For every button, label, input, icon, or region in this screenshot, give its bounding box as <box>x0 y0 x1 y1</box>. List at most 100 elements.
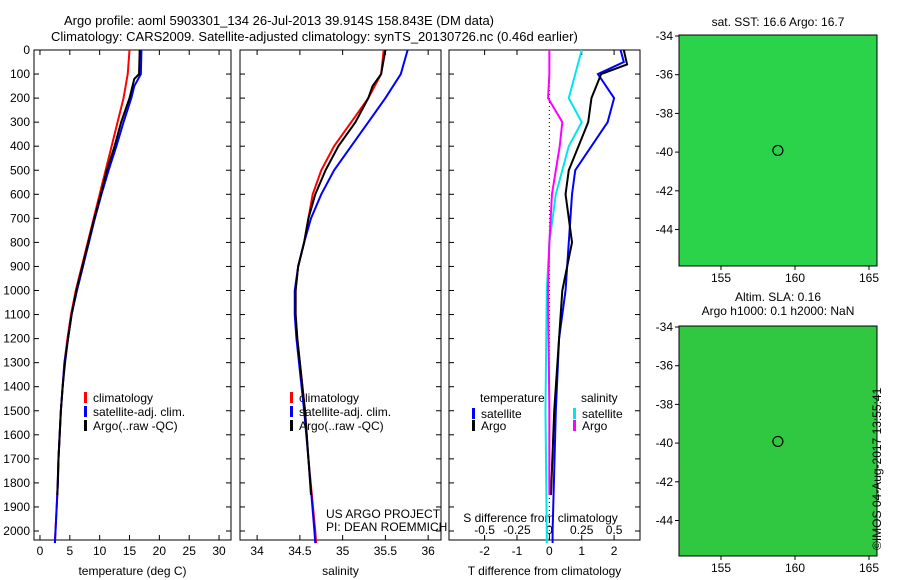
x-tick-label: 1 <box>578 544 585 558</box>
y-tick-label: 1700 <box>3 452 30 466</box>
x-tick-label: 35 <box>336 544 350 558</box>
s-tick-label: 0.5 <box>606 523 623 537</box>
lat-tick-label: -42 <box>656 475 674 489</box>
panel-frame <box>448 49 641 541</box>
legend-label: satellite-adj. clim. <box>299 405 391 419</box>
legend-swatch <box>472 408 475 419</box>
map-image <box>679 35 877 266</box>
y-tick-label: 800 <box>10 235 30 249</box>
lat-tick-label: -44 <box>656 514 674 528</box>
lon-tick-label: 160 <box>785 561 805 575</box>
x-tick-label: 20 <box>153 544 167 558</box>
watermark: ©IMOS 04-Aug-2017 13:55:41 <box>870 387 884 550</box>
y-tick-label: 2000 <box>3 524 30 538</box>
lat-tick-label: -38 <box>656 106 674 120</box>
y-tick-label: 1500 <box>3 404 30 418</box>
s-tick-label: 0.25 <box>570 523 594 537</box>
sla-map-title-1: Altim. SLA: 0.16 <box>735 290 821 304</box>
panel-frame <box>239 49 442 541</box>
lat-tick-label: -36 <box>656 68 674 82</box>
lon-tick-label: 165 <box>859 271 879 285</box>
lat-tick-label: -44 <box>656 223 674 237</box>
x-tick-label: 35.5 <box>374 544 398 558</box>
figure-title-line2: Climatology: CARS2009. Satellite-adjuste… <box>51 29 578 44</box>
series-line-t-argo <box>549 49 629 495</box>
y-tick-label: 1100 <box>4 308 30 322</box>
y-tick-label: 600 <box>10 187 30 201</box>
lat-tick-label: -40 <box>656 145 674 159</box>
series-line-climatology <box>53 49 131 544</box>
figure-title-line1: Argo profile: aoml 5903301_134 26-Jul-20… <box>64 13 495 28</box>
x-tick-label: 2 <box>611 544 618 558</box>
map-4: -34 -36 -38 -40 -42 -44 155 160 165 <box>656 320 880 575</box>
x-axis-label: salinity <box>322 564 359 578</box>
x-tick-label: 0 <box>37 544 44 558</box>
lat-tick-label: -36 <box>656 359 674 373</box>
series-line-satellite-adj-clim- <box>293 49 409 544</box>
map-frame <box>678 325 878 557</box>
x-tick-label: 30 <box>212 544 226 558</box>
lon-tick-label: 165 <box>859 561 879 575</box>
map-bg <box>679 35 877 266</box>
series-line-s-argo <box>547 50 564 495</box>
legend-swatch <box>573 408 576 419</box>
legend-swatch <box>84 406 87 417</box>
map-3: -34 -36 -38 -40 -42 -44 155 160 165 <box>656 29 880 285</box>
x-tick-label: -1 <box>512 544 523 558</box>
y-tick-label: 100 <box>10 67 30 81</box>
y-tick-label: 700 <box>10 211 30 225</box>
legend-label: climatology <box>299 391 359 405</box>
legend-label: Argo(..raw -QC) <box>93 419 178 433</box>
s-tick-label: -0.25 <box>503 523 531 537</box>
legend-label: Argo <box>582 419 608 433</box>
legend-label: Argo <box>481 419 507 433</box>
y-tick-label: 500 <box>10 163 30 177</box>
legend-label: climatology <box>93 391 153 405</box>
argo-position-marker <box>772 144 784 157</box>
lat-tick-label: -42 <box>656 184 674 198</box>
series-line-argo-raw-qc- <box>56 49 141 495</box>
x-tick-label: 10 <box>93 544 107 558</box>
y-tick-label: 1300 <box>3 356 30 370</box>
panel-frame <box>33 49 232 541</box>
lat-tick-label: -34 <box>656 320 674 334</box>
series-line-s-satellite <box>544 49 583 544</box>
lat-tick-label: -34 <box>656 29 674 43</box>
y-tick-label: 1200 <box>3 332 30 346</box>
legend-swatch <box>472 420 475 431</box>
x-tick-label: -2 <box>479 544 490 558</box>
legend-title-temperature: temperature <box>480 391 545 405</box>
x-tick-label: 34.5 <box>288 544 312 558</box>
lat-tick-label: -40 <box>656 436 674 450</box>
sst-map-title: sat. SST: 16.6 Argo: 16.7 <box>712 15 845 29</box>
series-line-satellite-adj-clim- <box>53 49 143 544</box>
annotation-project: US ARGO PROJECT <box>326 507 441 521</box>
x-tick-label: 36 <box>421 544 435 558</box>
map-image <box>679 326 877 556</box>
series-line-argo-raw-qc- <box>294 49 387 495</box>
lon-tick-label: 160 <box>785 271 805 285</box>
y-tick-label: 200 <box>10 91 30 105</box>
lon-tick-label: 155 <box>711 561 731 575</box>
x-tick-label: 15 <box>123 544 137 558</box>
x-axis-label: T difference from climatology <box>468 564 622 578</box>
s-axis-label: S difference from climatology <box>463 511 618 525</box>
lat-tick-label: -38 <box>656 397 674 411</box>
y-tick-label: 1900 <box>3 500 30 514</box>
legend-swatch <box>290 420 293 431</box>
map-frame <box>678 34 878 267</box>
legend-swatch <box>84 392 87 403</box>
x-tick-label: 25 <box>183 544 197 558</box>
x-axis-label: temperature (deg C) <box>78 564 186 578</box>
y-tick-label: 1400 <box>3 380 30 394</box>
legend-label: satellite-adj. clim. <box>93 405 185 419</box>
lon-tick-label: 155 <box>711 271 731 285</box>
x-tick-label: 0 <box>546 544 553 558</box>
argo-position-marker <box>772 435 784 448</box>
map-bg <box>679 326 877 556</box>
series-line-t-satellite <box>551 49 625 544</box>
legend-label: Argo(..raw -QC) <box>299 419 384 433</box>
y-tick-label: 1600 <box>3 428 30 442</box>
